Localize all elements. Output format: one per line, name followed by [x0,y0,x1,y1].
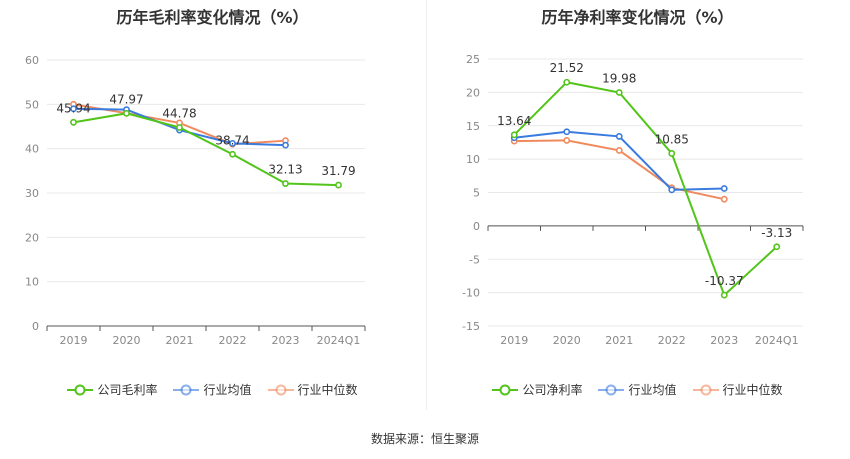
data-label: 44.78 [162,106,196,120]
legend: 公司净利率 行业均值 行业中位数 [425,381,850,398]
legend-marker-icon [492,384,519,395]
y-tick-label: 60 [25,54,39,67]
data-point [335,181,342,189]
x-tick-label: 2021 [605,334,633,347]
legend-marker-icon [692,384,719,395]
data-point [70,118,77,126]
data-label: -3.13 [761,226,792,240]
legend-label: 公司净利率 [522,383,583,397]
data-point [229,150,236,158]
legend-item[interactable]: 公司毛利率 [67,381,157,398]
x-tick-label: 2021 [166,334,194,347]
y-tick-label: 10 [25,276,39,289]
data-point [510,131,518,139]
legend-item[interactable]: 行业均值 [598,381,677,398]
y-tick-label: 0 [32,320,39,333]
legend-label: 行业均值 [203,383,252,397]
x-tick-label: 2024Q1 [755,334,799,347]
data-label: 31.79 [321,164,355,178]
y-tick-label: 10 [466,153,480,166]
y-tick-label: 20 [25,231,39,244]
y-tick-label: 30 [25,187,39,200]
x-tick-label: 2019 [60,334,88,347]
data-point [229,139,236,147]
gross-margin-chart-panel: 历年毛利率变化情况（%） 0 10 20 30 40 50 60 2019 2020 2021 20… [0,0,425,420]
data-label: 19.98 [602,72,636,86]
data-point [720,185,728,192]
legend-marker-icon [173,384,200,395]
data-point [123,109,130,117]
legend-item[interactable]: 行业中位数 [267,381,358,398]
data-label: 13.64 [497,114,531,128]
data-label: 21.52 [550,61,584,75]
x-tick-label: 2020 [113,334,141,347]
data-point [668,150,676,157]
x-tick-label: 2024Q1 [317,334,361,347]
data-point [615,147,623,154]
legend-marker-icon [598,384,625,395]
x-tick-label: 2023 [710,334,738,347]
legend: 公司毛利率 行业均值 行业中位数 [0,381,425,398]
legend-marker-icon [67,384,94,395]
data-label: 45.94 [56,101,90,115]
legend-item[interactable]: 行业均值 [173,381,252,398]
data-point [773,243,781,251]
data-point [720,195,728,203]
y-tick-label: 40 [25,143,39,156]
y-tick-label: -5 [469,253,480,266]
legend-label: 行业均值 [628,383,677,397]
y-tick-label: 50 [25,98,39,111]
x-tick-label: 2022 [219,334,247,347]
data-label: -10.37 [705,274,744,288]
data-point [720,291,728,299]
legend-item[interactable]: 行业中位数 [692,381,783,398]
data-point [563,128,571,136]
data-point [668,186,676,194]
y-tick-label: 0 [473,220,480,233]
chart-title: 历年净利率变化情况（%） [541,8,734,27]
x-tick-label: 2019 [500,334,528,347]
chart-title: 历年毛利率变化情况（%） [116,8,309,27]
x-tick-label: 2020 [553,334,581,347]
series-line [73,112,339,187]
data-point [615,89,623,96]
data-point [615,133,623,140]
data-point [282,141,289,149]
gross-margin-chart: 0 10 20 30 40 50 60 2019 2020 2021 2022 2023 2024Q1 4… [25,54,366,347]
legend-label: 公司毛利率 [97,383,158,397]
y-tick-label: -10 [462,287,480,300]
data-point [176,124,183,131]
data-label: 38.74 [215,133,249,147]
legend-label: 行业中位数 [297,383,358,397]
y-tick-label: 5 [473,187,480,200]
net-margin-chart-panel: 历年净利率变化情况（%） -15 -10 -5 0 5 10 15 20 25 2019 2020 2… [425,0,850,420]
data-label: 47.97 [109,92,143,106]
legend-marker-icon [267,384,294,395]
x-tick-label: 2023 [272,334,300,347]
data-label: 32.13 [268,163,302,177]
data-source-note: 数据来源：恒生聚源 [370,432,479,446]
data-point [70,105,77,113]
data-point [563,78,571,86]
net-margin-chart: -15 -10 -5 0 5 10 15 20 25 2019 2020 2021 2022 2023 20… [462,53,804,347]
y-tick-label: 15 [466,120,480,133]
x-tick-label: 2022 [658,334,686,347]
y-tick-label: 20 [466,86,480,99]
data-point [282,180,289,187]
panel-divider [426,0,427,410]
data-label: 10.85 [655,132,689,146]
legend-label: 行业中位数 [722,383,783,397]
data-point [563,137,571,144]
series-line [513,81,778,297]
legend-item[interactable]: 公司净利率 [492,381,582,398]
y-tick-label: -15 [462,320,480,333]
y-tick-label: 25 [466,53,480,66]
